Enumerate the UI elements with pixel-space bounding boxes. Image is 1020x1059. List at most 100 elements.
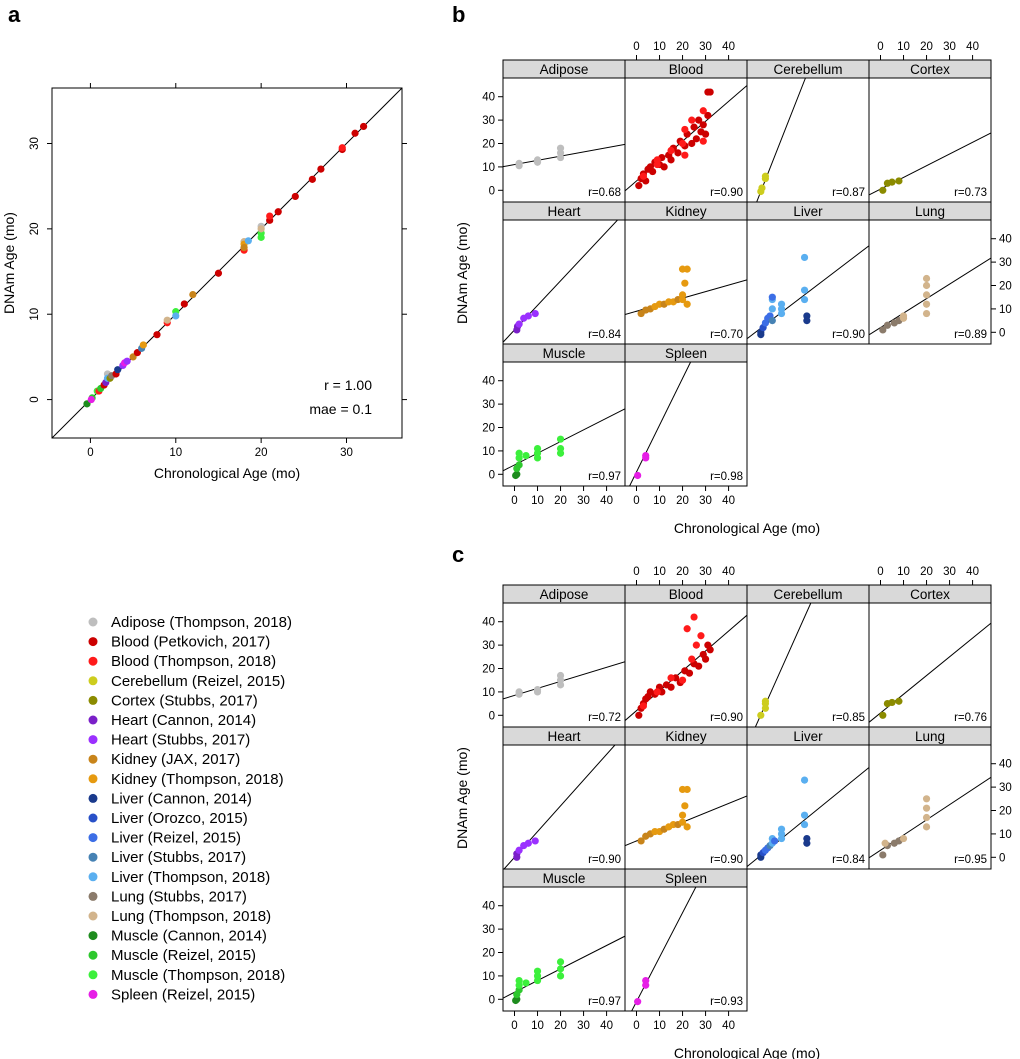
panel-b-point (768, 317, 776, 325)
panel-c-point (761, 697, 770, 705)
legend-marker (88, 735, 98, 745)
panel-b-point (761, 172, 770, 180)
panel-b-point (556, 144, 565, 152)
panel-c-ytick-label: 40 (999, 759, 1012, 771)
panel-c-point (556, 958, 565, 966)
panel-a-point (266, 212, 274, 220)
panel-c-point (701, 655, 710, 663)
panel-b-xtick-label: 20 (676, 41, 689, 53)
panel-c-ytick-label: 30 (999, 782, 1012, 794)
panel-b-fit-line (503, 143, 625, 168)
panel-c-point (667, 683, 675, 691)
panel-b-point (690, 123, 698, 131)
panel-c-r-label: r=0.90 (710, 854, 743, 866)
panel-c-xtick-label: 10 (897, 566, 910, 578)
panel-b-xtick-label: 40 (600, 495, 613, 507)
panel-b-xtick-label: 0 (511, 495, 517, 507)
panel-a-frame (51, 87, 403, 439)
panel-a-point (244, 237, 252, 245)
legend-label: Liver (Thompson, 2018) (111, 869, 270, 886)
panel-c-facet-frame (624, 886, 748, 1012)
panel-b-xtick-label: 30 (699, 495, 712, 507)
panel-c-xtick-label: 10 (531, 1020, 544, 1032)
panel-b-point (683, 265, 691, 273)
panel-b-point (800, 253, 809, 262)
panel-c-point (922, 813, 931, 822)
legend-label: Cortex (Stubbs, 2017) (111, 692, 258, 709)
panel-a-annotation-mae: mae = 0.1 (309, 401, 372, 417)
panel-c-point (683, 823, 691, 831)
panel-b-r-label: r=0.89 (954, 329, 987, 341)
panel-c-point (678, 818, 687, 826)
panel-c-xtick-label: 40 (966, 566, 979, 578)
panel-b-strip-label: Lung (915, 204, 945, 219)
panel-c-r-label: r=0.90 (588, 854, 621, 866)
legend-marker (88, 637, 98, 647)
legend-label: Liver (Stubbs, 2017) (111, 849, 246, 866)
panel-b-xtick-label: 10 (653, 41, 666, 53)
panel-b-fit-line (629, 362, 692, 486)
panel-b-point (660, 163, 668, 171)
panel-c-fit-line (503, 935, 625, 999)
panel-b-point (522, 451, 530, 460)
panel-c-r-label: r=0.95 (954, 854, 987, 866)
panel-b-point (695, 116, 703, 124)
legend-label: Blood (Thompson, 2018) (111, 653, 276, 670)
panel-b-point (515, 461, 523, 469)
panel-c-point (556, 972, 565, 980)
panel-c-point (524, 839, 532, 847)
panel-c-xtick-label: 40 (722, 566, 735, 578)
panel-b-point (533, 444, 542, 453)
panel-c-r-label: r=0.72 (588, 712, 621, 724)
panel-b-xtick-label: 30 (943, 41, 956, 53)
legend-label: Heart (Stubbs, 2017) (111, 732, 250, 749)
panel-c-point (685, 669, 694, 677)
panel-c-ytick-label: 30 (482, 924, 495, 936)
panel-c-strip-label: Blood (669, 587, 704, 602)
legend-label: Heart (Cannon, 2014) (111, 712, 256, 729)
panel-c-ytick-label: 40 (482, 901, 495, 913)
panel-a-point (317, 165, 325, 173)
panel-b-point (879, 326, 887, 334)
panel-c-point (678, 676, 687, 684)
panel-c-point (771, 837, 779, 845)
panel-c-strip-label: Lung (915, 729, 945, 744)
panel-b-facet-frame (624, 361, 748, 487)
panel-b-point (533, 156, 542, 164)
panel-b-xtick-label: 20 (554, 495, 567, 507)
panel-b-point (768, 305, 776, 313)
legend-label: Muscle (Cannon, 2014) (111, 928, 267, 945)
panel-b-point (922, 291, 931, 299)
panel-a-point (308, 175, 316, 183)
panel-a-point (338, 144, 346, 152)
panel-b-point (800, 295, 809, 304)
panel-b-ytick-label: 20 (482, 139, 495, 151)
panel-a-ytick-label: 0 (29, 396, 41, 402)
panel-c-y-axis-label: DNAm Age (mo) (454, 747, 470, 849)
legend-marker (88, 676, 98, 686)
panel-b-strip-label: Adipose (540, 62, 589, 77)
legend-label: Liver (Orozco, 2015) (111, 810, 248, 827)
panel-b-point (699, 121, 707, 129)
panel-b-ytick-label: 0 (489, 185, 495, 197)
panel-c-fit-line (869, 622, 991, 723)
panel-c-ytick-label: 0 (489, 710, 495, 722)
legend-label: Adipose (Thompson, 2018) (111, 614, 292, 631)
panel-a-y-axis-label: DNAm Age (mo) (1, 212, 17, 314)
panel-b-strip-label: Cerebellum (773, 62, 842, 77)
panel-c-facet-frame (868, 744, 992, 870)
panel-c-xtick-label: 20 (676, 1020, 689, 1032)
legend-marker (88, 931, 98, 941)
panel-a-xtick-label: 20 (255, 447, 268, 459)
panel-b-point (704, 111, 712, 120)
panel-b-point (524, 312, 532, 320)
panel-b-xtick-label: 30 (577, 495, 590, 507)
panel-c-point (522, 979, 530, 987)
panel-b-ytick-label: 10 (999, 304, 1012, 316)
panel-b-point (649, 167, 657, 176)
panel-b-point (667, 156, 675, 164)
panel-b-strip-label: Cortex (910, 62, 950, 77)
panel-b-xtick-label: 0 (633, 495, 639, 507)
panel-b-point (681, 125, 689, 134)
